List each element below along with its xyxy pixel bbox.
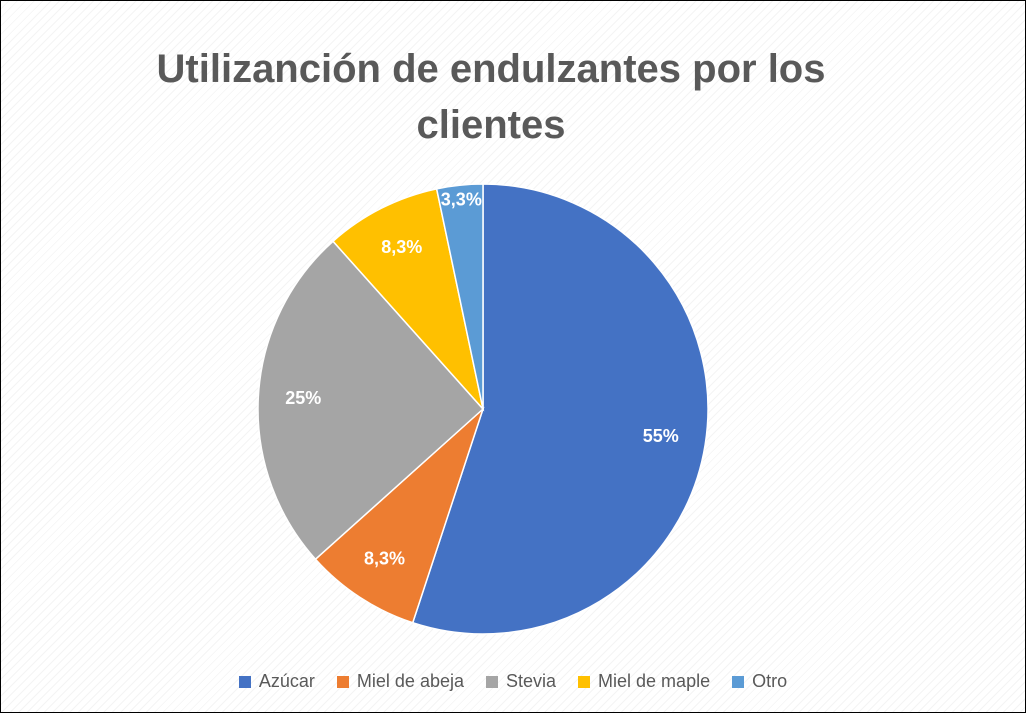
chart-title: Utilizanción de endulzantes por los clie… [156,47,826,147]
legend-swatch [486,675,498,688]
legend-item: Miel de abeja [336,671,464,692]
legend-item: Stevia [486,671,556,692]
legend-swatch [238,675,251,688]
pie-slice [314,406,485,624]
data-label: 8,3% [381,237,422,257]
legend-item: Otro [732,671,787,692]
pie-slice [435,183,484,410]
data-label: 8,3% [364,548,405,568]
data-label: 25% [285,388,321,408]
legend-swatch [578,675,591,688]
pie-slice [257,240,485,561]
data-label: 3,3% [441,190,482,210]
legend-label: Miel de maple [598,671,711,691]
legend-swatch [732,675,745,688]
legend: Azúcar Miel de abeja Stevia Miel de maple Ot… [1,671,1025,692]
pie-slice [331,187,485,412]
legend-label: Azúcar [258,671,315,691]
legend-label: Miel de abeja [356,671,464,691]
legend-item: Azúcar [238,671,315,692]
legend-label: Otro [752,671,788,691]
data-label: 55% [643,426,679,446]
legend-swatch [336,675,349,688]
pie-slice [411,183,709,635]
legend-label: Stevia [506,671,557,691]
legend-item: Miel de maple [578,671,710,692]
